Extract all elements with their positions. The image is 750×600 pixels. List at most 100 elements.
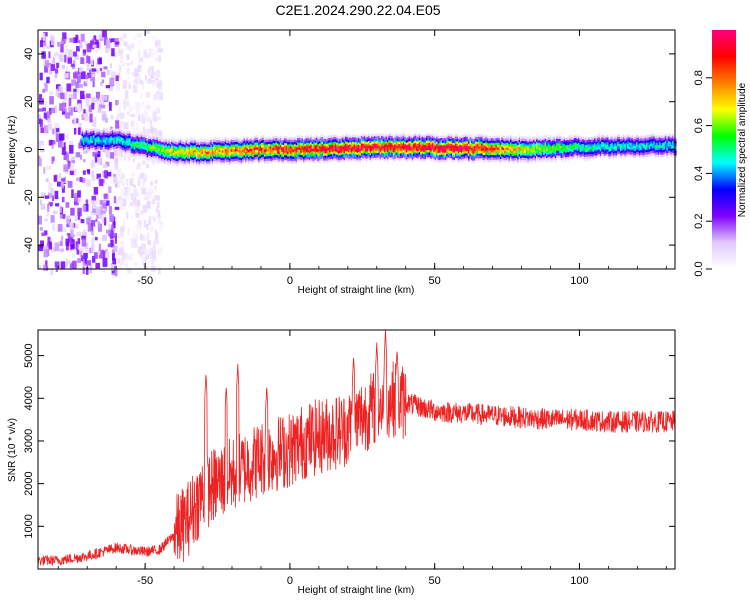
spectrogram-cell — [375, 141, 377, 144]
spectrogram-cell — [224, 144, 227, 147]
spectrogram-cell — [399, 146, 402, 149]
spectrogram-noise-cell — [126, 54, 130, 61]
spectrogram-cell — [564, 149, 567, 153]
spectrogram-cell — [614, 150, 616, 153]
spectrogram-cell — [313, 153, 315, 157]
spectrogram-noise-cell — [58, 54, 64, 62]
spectrogram-noise-cell — [83, 81, 88, 87]
spectrogram-cell — [311, 136, 314, 140]
spectrogram-cell — [231, 158, 234, 162]
spectrogram-cell — [148, 138, 150, 142]
spectrogram-noise-cell — [155, 79, 160, 86]
spectrogram-cell — [476, 153, 479, 157]
spectrogram-noise-cell — [47, 192, 53, 199]
spectrogram-cell — [315, 137, 318, 141]
spectrogram-cell — [596, 142, 599, 146]
spectrogram-cell — [355, 149, 357, 152]
spectrogram-cell — [276, 155, 279, 158]
spectrogram-cell — [143, 151, 146, 154]
spectrogram-cell — [279, 135, 282, 138]
spectrogram-cell — [221, 150, 224, 153]
spectrogram-cell — [236, 158, 238, 161]
spectrogram-cell — [538, 152, 541, 155]
spectrogram-cell — [217, 139, 220, 143]
spectrogram-cell — [492, 150, 495, 153]
spectrogram-cell — [509, 141, 512, 145]
spectrogram-cell — [159, 160, 162, 163]
spectrogram-cell — [84, 143, 86, 147]
spectrogram-cell — [450, 146, 453, 149]
spectrogram-cell — [525, 157, 528, 161]
spectrogram-cell — [576, 153, 579, 156]
spectrogram-cell — [436, 153, 438, 156]
spectrogram-cell — [423, 134, 425, 138]
spectrogram-cell — [88, 141, 91, 145]
spectrogram-cell — [391, 157, 393, 160]
spectrogram-cell — [621, 154, 624, 158]
spectrogram-cell — [136, 150, 139, 153]
spectrogram-cell — [213, 156, 215, 159]
spectrogram-cell — [495, 159, 498, 163]
spectrogram-cell — [631, 137, 634, 141]
spectrogram-cell — [311, 155, 314, 159]
spectrogram-noise-cell — [41, 192, 46, 197]
spectrogram-noise-cell — [69, 221, 74, 230]
spectrogram-cell — [220, 150, 223, 154]
spectrogram-noise-cell — [75, 152, 81, 158]
spectrogram-cell — [534, 148, 537, 152]
spectrogram-cell — [165, 137, 167, 140]
spectrogram-cell — [269, 155, 272, 159]
spectrogram-cell — [524, 138, 527, 142]
spectrogram-cell — [384, 139, 386, 143]
spectrogram-cell — [569, 155, 571, 159]
spectrogram-cells — [38, 30, 677, 277]
spectrogram-cell — [182, 141, 185, 145]
spectrogram-cell — [284, 157, 286, 160]
spectrogram-cell — [466, 134, 469, 137]
spectrogram-noise-cell — [105, 229, 111, 234]
spectrogram-cell — [533, 156, 535, 160]
spectrogram-cell — [310, 158, 312, 162]
spectrogram-cell — [272, 147, 275, 151]
spectrogram-cell — [446, 136, 448, 140]
spectrogram-cell — [547, 135, 550, 138]
spectrogram-noise-cell — [142, 204, 148, 213]
spectrogram-cell — [469, 146, 472, 149]
spectrogram-cell — [405, 147, 408, 150]
spectrogram-cell — [608, 153, 611, 157]
spectrogram-cell — [284, 152, 286, 156]
spectrogram-cell — [333, 155, 335, 159]
spectrogram-cell — [340, 145, 343, 148]
spectrogram-cell — [346, 134, 348, 137]
spectrogram-cell — [437, 155, 440, 158]
spectrogram-cell — [205, 144, 208, 148]
spectrogram-cell — [318, 141, 321, 144]
spectrogram-cell — [397, 148, 399, 151]
spectrogram-cell — [449, 153, 451, 156]
spectrogram-cell — [155, 158, 157, 162]
spectrogram-cell — [614, 136, 616, 139]
spectrogram-noise-cell — [122, 198, 127, 207]
spectrogram-cell — [146, 152, 149, 155]
spectrogram-cell — [331, 159, 334, 162]
spectrogram-cell — [297, 140, 299, 143]
spectrogram-noise-cell — [134, 69, 139, 77]
spectrogram-cell — [381, 152, 383, 156]
spectrogram-cell — [470, 157, 473, 160]
spectrogram-cell — [107, 140, 110, 143]
spectrogram-cell — [525, 136, 528, 139]
spectrogram-cell — [265, 156, 267, 159]
spectrogram-cell — [197, 141, 199, 145]
spectrogram-cell — [334, 134, 337, 138]
spectrogram-cell — [98, 146, 101, 149]
spectrogram-cell — [289, 148, 292, 152]
spectrogram-cell — [268, 148, 270, 152]
spectrogram-cell — [94, 130, 97, 134]
spectrogram-cell — [185, 159, 188, 163]
spectrogram-cell — [140, 145, 143, 149]
spectrogram-noise-cell — [82, 49, 87, 55]
spectrogram-cell — [97, 131, 99, 135]
spectrogram-cell — [547, 137, 550, 141]
spectrogram-cell — [525, 160, 528, 163]
spectrogram-cell — [126, 147, 128, 151]
